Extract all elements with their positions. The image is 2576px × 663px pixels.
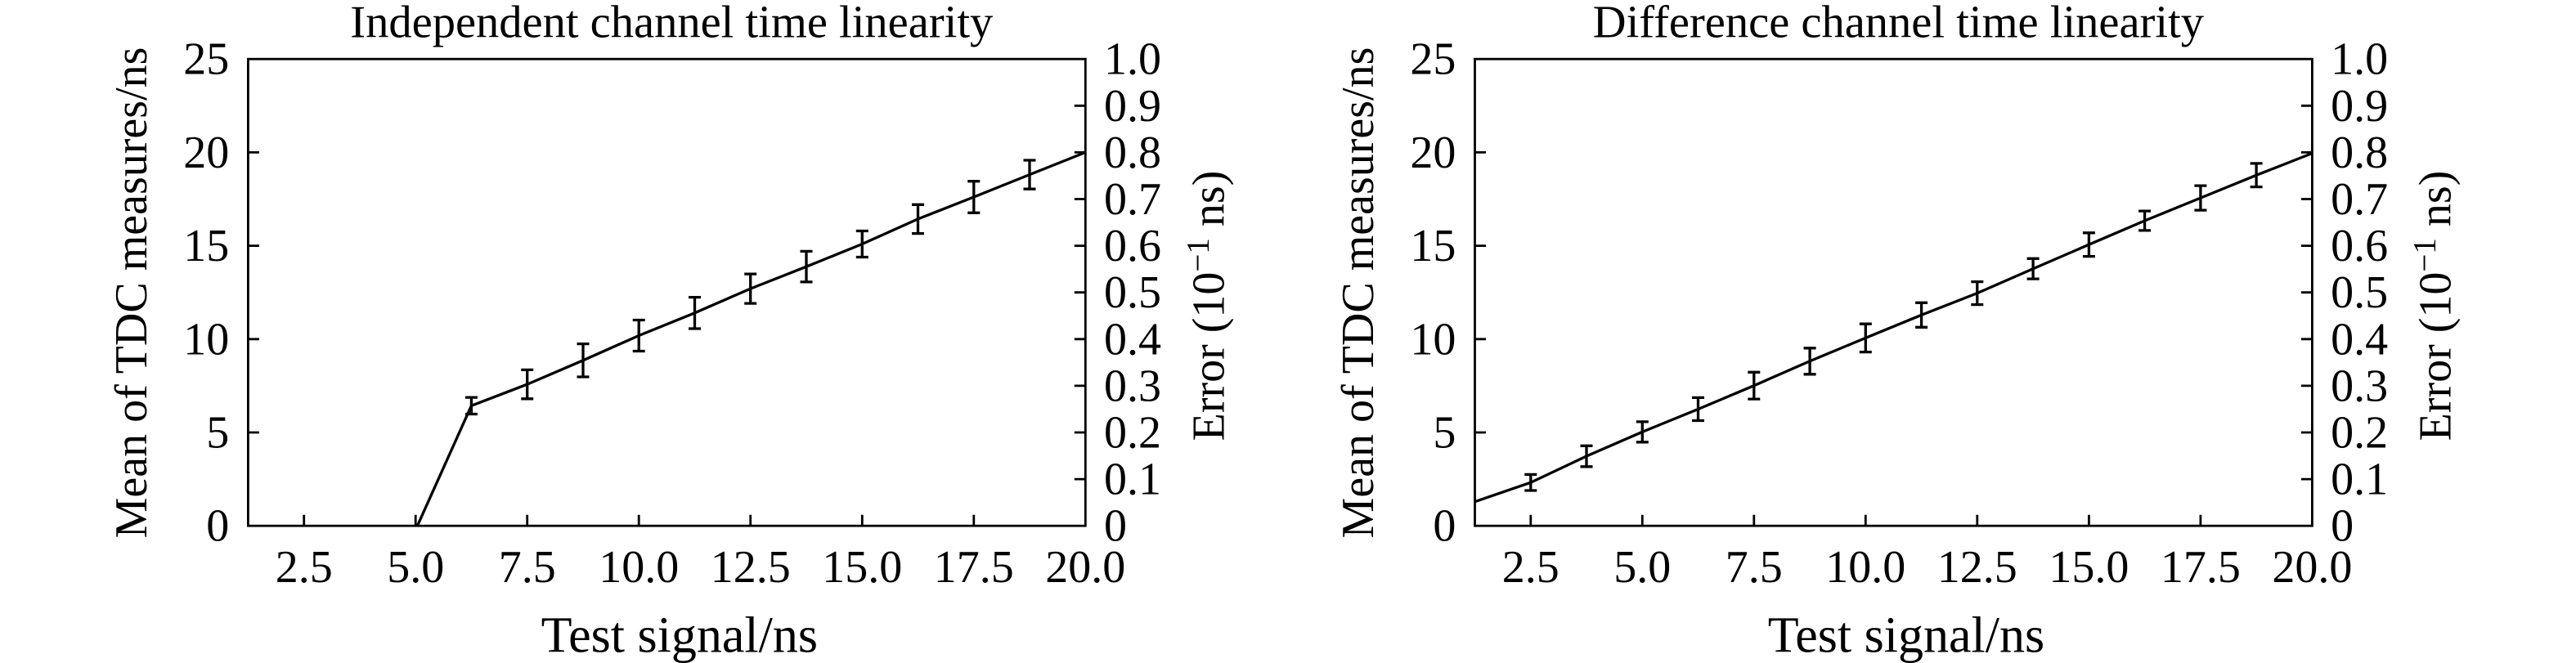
- svg-text:0: 0: [1433, 501, 1456, 552]
- svg-text:25: 25: [1410, 34, 1456, 85]
- svg-text:0.3: 0.3: [2331, 361, 2388, 411]
- svg-text:Error (10−1 ns): Error (10−1 ns): [2408, 171, 2462, 441]
- svg-text:0.3: 0.3: [1104, 361, 1161, 411]
- svg-text:0.6: 0.6: [2331, 221, 2388, 271]
- svg-text:2.5: 2.5: [1502, 542, 1560, 593]
- svg-text:20.0: 20.0: [2272, 542, 2352, 593]
- svg-text:7.5: 7.5: [499, 542, 556, 593]
- svg-text:0.4: 0.4: [1104, 314, 1161, 365]
- svg-text:Test signal/ns: Test signal/ns: [1768, 608, 2044, 663]
- svg-text:5: 5: [1433, 408, 1456, 459]
- svg-text:0.7: 0.7: [2331, 174, 2388, 225]
- svg-text:0: 0: [2331, 501, 2354, 552]
- svg-text:10.0: 10.0: [599, 542, 679, 593]
- svg-text:0.9: 0.9: [2331, 81, 2388, 132]
- svg-text:17.5: 17.5: [934, 542, 1014, 593]
- svg-text:10: 10: [183, 314, 229, 365]
- svg-text:0.5: 0.5: [2331, 267, 2388, 318]
- svg-text:12.5: 12.5: [1937, 542, 2017, 593]
- svg-text:0: 0: [206, 501, 229, 552]
- svg-text:0.8: 0.8: [1104, 128, 1161, 178]
- svg-text:0.4: 0.4: [2331, 314, 2388, 365]
- svg-text:0.2: 0.2: [2331, 408, 2388, 459]
- svg-text:0.2: 0.2: [1104, 408, 1161, 459]
- svg-text:25: 25: [183, 34, 229, 85]
- svg-text:20: 20: [1410, 128, 1456, 178]
- svg-text:2.5: 2.5: [276, 542, 333, 593]
- svg-text:5.0: 5.0: [1613, 542, 1671, 593]
- svg-text:5.0: 5.0: [387, 542, 444, 593]
- svg-text:0: 0: [1104, 501, 1127, 552]
- svg-text:Difference channel time linear: Difference channel time linearity: [1593, 0, 2205, 48]
- svg-text:10: 10: [1410, 314, 1456, 365]
- svg-text:0.6: 0.6: [1104, 221, 1161, 271]
- svg-text:5: 5: [206, 408, 229, 459]
- svg-text:0.7: 0.7: [1104, 174, 1161, 225]
- svg-text:15: 15: [1410, 221, 1456, 271]
- svg-text:10.0: 10.0: [1825, 542, 1905, 593]
- svg-text:Mean of TDC measures/ns: Mean of TDC measures/ns: [1333, 47, 1384, 539]
- svg-text:0.9: 0.9: [1104, 81, 1161, 132]
- svg-text:1.0: 1.0: [2331, 34, 2388, 85]
- svg-text:0.5: 0.5: [1104, 267, 1161, 318]
- svg-text:20: 20: [183, 128, 229, 178]
- svg-text:7.5: 7.5: [1726, 542, 1783, 593]
- svg-text:20.0: 20.0: [1045, 542, 1125, 593]
- svg-text:15.0: 15.0: [822, 542, 902, 593]
- svg-text:Mean of TDC measures/ns: Mean of TDC measures/ns: [106, 47, 157, 539]
- svg-text:17.5: 17.5: [2161, 542, 2241, 593]
- svg-text:Test signal/ns: Test signal/ns: [541, 608, 818, 663]
- svg-text:0.8: 0.8: [2331, 128, 2388, 178]
- svg-text:Independent channel time linea: Independent channel time linearity: [350, 0, 994, 48]
- svg-text:Error (10−1 ns): Error (10−1 ns): [1181, 171, 1235, 441]
- svg-text:0.1: 0.1: [1104, 455, 1161, 505]
- svg-text:12.5: 12.5: [711, 542, 791, 593]
- svg-text:15: 15: [183, 221, 229, 271]
- svg-text:1.0: 1.0: [1104, 34, 1161, 85]
- svg-text:0.1: 0.1: [2331, 455, 2388, 505]
- svg-text:15.0: 15.0: [2049, 542, 2129, 593]
